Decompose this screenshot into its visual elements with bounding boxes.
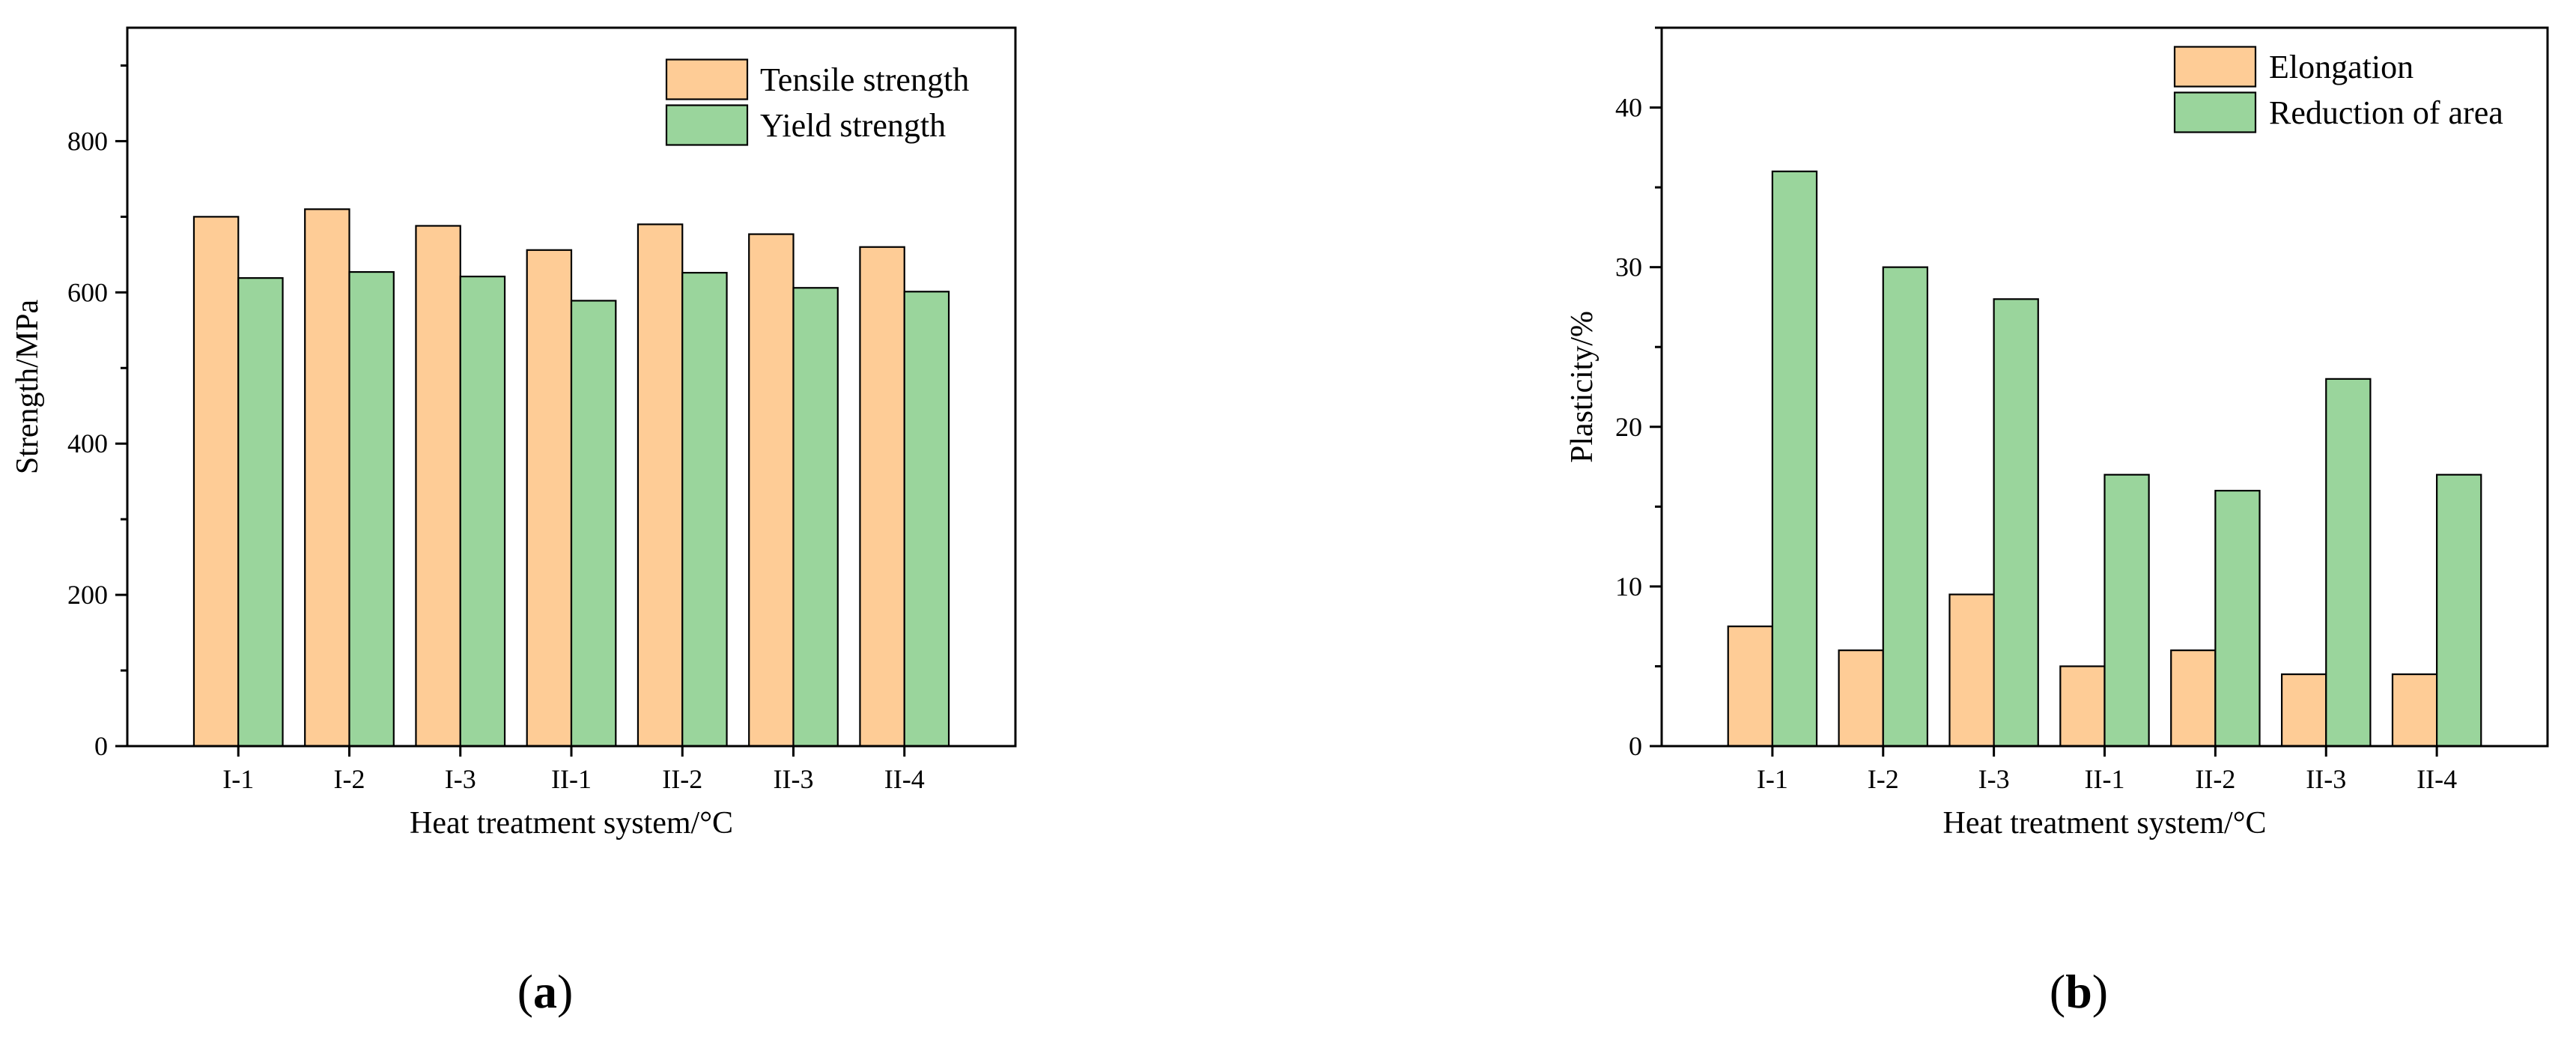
bar-a-yield-strength-ii-4 [903,291,950,748]
panel-b-chart: 0 10 20 30 40 I-1 I-2 I-3 II-1 II-2 II-3 II-4 Plasti… [1565,26,2549,1018]
legend-label-yield-strength: Yield strength [760,107,946,144]
bar-a-yield-strength-ii-2 [681,271,728,748]
bar-b-elongation-ii-3 [2281,673,2327,748]
x-tick-label-a-i-3: I-3 [445,764,476,794]
x-tick-label-b-ii-4: II-4 [2416,764,2457,794]
bar-b-reduction-of-area-i-1 [1771,170,1818,748]
x-tick-label-b-ii-1: II-1 [2085,764,2125,794]
bar-a-yield-strength-ii-3 [792,287,839,748]
panel-label-a: (a) [517,965,574,1018]
legend-swatch-tensile-strength [665,58,749,100]
x-tick-label-a-ii-4: II-4 [884,764,925,794]
panel-label-b: (b) [2050,965,2108,1018]
y-tick-label-b: 10 [1615,572,1642,602]
legend-swatch-reduction-of-area [2173,91,2257,133]
bar-a-yield-strength-i-3 [459,276,506,748]
x-tick-label-b-ii-2: II-2 [2195,764,2235,794]
x-tick-label-a-ii-1: II-1 [551,764,592,794]
bar-b-reduction-of-area-ii-3 [2325,378,2372,748]
bar-b-elongation-ii-2 [2170,649,2217,748]
y-tick-label-b: 40 [1615,93,1642,123]
bar-b-elongation-i-3 [1948,593,1995,748]
x-tick-label-b-ii-3: II-3 [2306,764,2346,794]
x-tick-label-a-ii-2: II-2 [662,764,702,794]
legend-label-reduction-of-area: Reduction of area [2269,94,2503,131]
y-axis-title-a: Strength/MPa [10,299,45,474]
x-tick-label-b-i-2: I-2 [1868,764,1899,794]
y-tick-label-b: 30 [1615,252,1642,282]
x-tick-label-a-i-2: I-2 [334,764,365,794]
bar-a-tensile-strength-i-3 [415,225,461,748]
x-tick-label-b-i-1: I-1 [1757,764,1788,794]
y-tick-label-b: 0 [1629,731,1642,761]
legend-label-tensile-strength: Tensile strength [760,61,969,98]
bar-a-tensile-strength-i-2 [304,208,350,748]
legend-b: Elongation Reduction of area [2173,46,2503,133]
x-tick-label-a-ii-3: II-3 [774,764,814,794]
legend-swatch-elongation [2173,46,2257,88]
bar-a-tensile-strength-ii-4 [859,246,905,748]
y-tick-label-a: 400 [67,428,108,458]
y-axis-title-b: Plasticity/% [1565,311,1600,463]
bar-a-tensile-strength-ii-3 [748,233,795,748]
bar-a-yield-strength-i-1 [237,277,284,748]
bar-a-tensile-strength-ii-2 [637,223,684,748]
panel-a-chart: 0 200 400 600 800 I-1 I-2 I-3 II-1 II-2 II-3 II-4 St… [10,26,1017,1018]
bar-a-tensile-strength-ii-1 [526,249,573,748]
bar-b-reduction-of-area-ii-1 [2103,473,2150,748]
bar-b-elongation-i-1 [1727,625,1773,748]
bar-b-reduction-of-area-ii-2 [2214,489,2261,748]
x-tick-label-a-i-1: I-1 [222,764,254,794]
x-axis-title-b: Heat treatment system/°C [1942,806,2266,840]
legend-swatch-yield-strength [665,104,749,146]
legend-a: Tensile strength Yield strength [665,58,969,146]
x-tick-label-b-i-3: I-3 [1978,764,2010,794]
y-tick-label-a: 200 [67,580,108,610]
x-axis-title-a: Heat treatment system/°C [410,806,733,840]
bar-b-reduction-of-area-i-3 [1993,298,2039,748]
bar-b-elongation-ii-1 [2059,665,2106,748]
y-tick-label-a: 600 [67,277,108,307]
y-tick-label-a: 800 [67,126,108,156]
bar-b-reduction-of-area-i-2 [1882,266,1929,748]
bar-a-yield-strength-ii-1 [570,300,617,748]
y-tick-label-a: 0 [94,731,108,761]
legend-label-elongation: Elongation [2269,49,2414,85]
bar-b-elongation-ii-4 [2391,673,2438,748]
bar-a-tensile-strength-i-1 [192,216,240,748]
y-tick-label-b: 20 [1615,412,1642,442]
bar-b-reduction-of-area-ii-4 [2436,473,2482,748]
bar-b-elongation-i-2 [1838,649,1884,748]
bar-a-yield-strength-i-2 [348,270,395,748]
